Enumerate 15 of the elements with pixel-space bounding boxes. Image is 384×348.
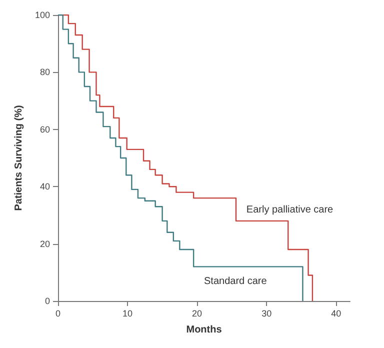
x-tick-label: 20 — [192, 308, 202, 318]
y-tick-label: 60 — [40, 124, 50, 134]
y-axis-title: Patients Surviving (%) — [14, 105, 25, 211]
series-label: Early palliative care — [246, 204, 334, 216]
y-tick-label: 80 — [40, 67, 50, 78]
y-tick-label: 100 — [34, 10, 50, 20]
y-tick-label: 40 — [40, 182, 50, 192]
x-tick-label: 0 — [55, 308, 61, 318]
x-tick-label: 40 — [331, 308, 342, 318]
series-label: Standard care — [204, 276, 268, 288]
y-tick-label: 0 — [44, 296, 50, 306]
y-tick-label: 20 — [40, 238, 50, 249]
x-tick-label: 30 — [262, 308, 272, 318]
x-axis-title: Months — [186, 324, 222, 336]
x-tick-label: 10 — [122, 308, 133, 318]
